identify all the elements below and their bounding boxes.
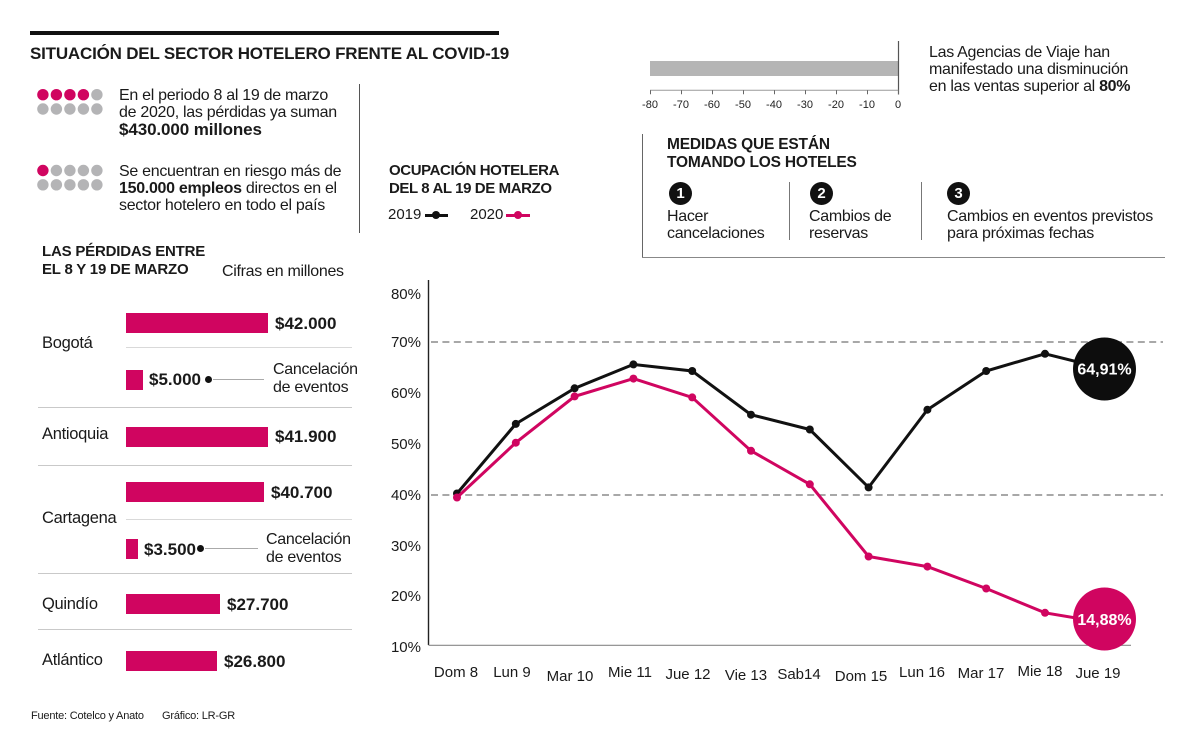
- svg-text:40%: 40%: [391, 487, 421, 504]
- svg-text:Mie 11: Mie 11: [608, 664, 652, 681]
- svg-text:-70: -70: [673, 99, 689, 111]
- svg-text:Mar 10: Mar 10: [547, 668, 594, 685]
- svg-text:64,91%: 64,91%: [1077, 362, 1131, 379]
- svg-text:-20: -20: [828, 99, 844, 111]
- svg-text:0: 0: [895, 99, 901, 111]
- svg-text:70%: 70%: [391, 334, 421, 351]
- svg-text:-40: -40: [766, 99, 782, 111]
- svg-text:Mar 17: Mar 17: [958, 665, 1005, 682]
- svg-text:10%: 10%: [391, 639, 421, 656]
- svg-text:Vie 13: Vie 13: [725, 667, 767, 684]
- svg-text:80%: 80%: [391, 286, 421, 303]
- svg-text:Mie 18: Mie 18: [1017, 663, 1062, 680]
- svg-text:20%: 20%: [391, 588, 421, 605]
- svg-text:60%: 60%: [391, 385, 421, 402]
- svg-text:Jue 12: Jue 12: [665, 666, 710, 683]
- svg-text:-60: -60: [704, 99, 720, 111]
- svg-text:Lun 16: Lun 16: [899, 664, 945, 681]
- svg-text:Lun 9: Lun 9: [493, 664, 531, 681]
- svg-text:-80: -80: [642, 99, 658, 111]
- svg-text:Dom 8: Dom 8: [434, 664, 478, 681]
- svg-text:14,88%: 14,88%: [1077, 612, 1131, 629]
- svg-text:-30: -30: [797, 99, 813, 111]
- svg-text:50%: 50%: [391, 436, 421, 453]
- svg-text:-50: -50: [735, 99, 751, 111]
- svg-text:Jue 19: Jue 19: [1075, 665, 1120, 682]
- svg-text:Sab14: Sab14: [777, 666, 820, 683]
- svg-text:30%: 30%: [391, 538, 421, 555]
- svg-text:-10: -10: [859, 99, 875, 111]
- svg-text:Dom 15: Dom 15: [835, 668, 888, 685]
